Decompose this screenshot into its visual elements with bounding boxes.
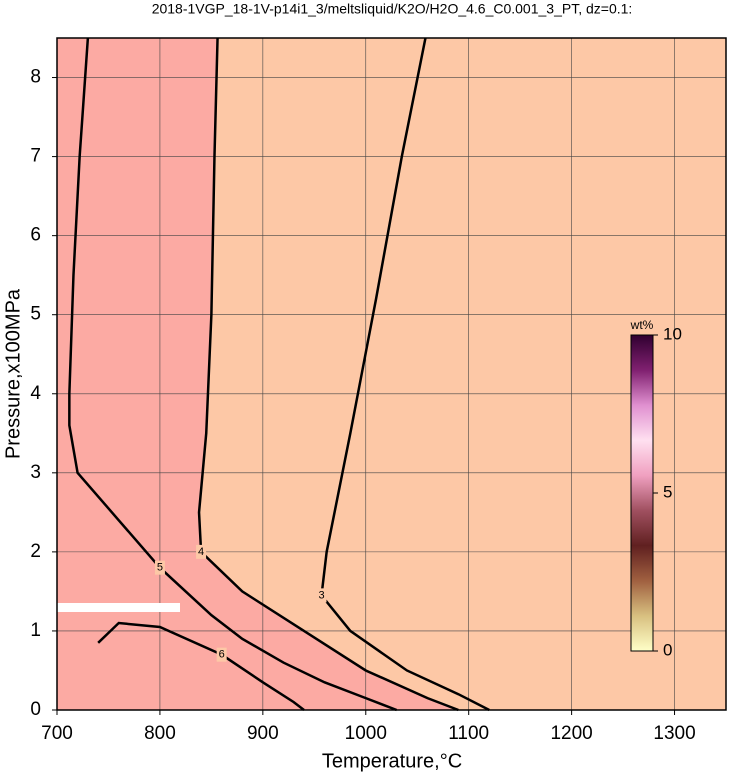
contour-label: 6 (219, 649, 225, 661)
y-axis-label: Pressure,x100MPa (2, 288, 24, 459)
chart-title: 2018-1VGP_18-1V-p14i1_3/meltsliquid/K2O/… (152, 1, 633, 17)
x-axis-label: Temperature,°C (322, 750, 462, 772)
colorbar (630, 334, 654, 652)
y-tick-label: 2 (30, 541, 41, 562)
y-tick-label: 0 (30, 699, 41, 720)
contour-label: 4 (198, 546, 204, 558)
y-tick-label: 8 (30, 67, 41, 88)
y-tick-label: 3 (30, 462, 41, 483)
y-tick-label: 1 (30, 620, 41, 641)
contour-label: 5 (157, 562, 163, 574)
contour-label-bg (216, 647, 227, 662)
contour-line (320, 37, 490, 712)
contour-label-bg (196, 544, 207, 559)
y-tick-label: 5 (30, 304, 41, 325)
data-gap (57, 603, 180, 612)
colorbar-tick-label: 0 (663, 640, 672, 659)
colorbar-tick-label: 10 (663, 324, 682, 343)
x-tick-label: 1000 (345, 723, 387, 744)
plot-frame (56, 37, 727, 711)
x-tick-label: 1300 (653, 723, 695, 744)
y-tick-label: 7 (30, 146, 41, 167)
contour-label-bg (154, 560, 165, 575)
contour-label: 3 (318, 589, 324, 601)
contour-line (68, 37, 398, 712)
y-tick-label: 4 (30, 383, 41, 404)
x-tick-label: 700 (41, 723, 73, 744)
x-tick-label: 900 (247, 723, 279, 744)
x-tick-label: 1100 (448, 723, 489, 744)
colorbar-label: wt% (630, 318, 654, 332)
contour-label-bg (316, 588, 327, 603)
colorbar-tick-label: 5 (663, 482, 672, 501)
x-tick-label: 1200 (550, 723, 592, 744)
region-fill (57, 38, 459, 710)
x-tick-label: 800 (144, 723, 176, 744)
y-tick-label: 6 (30, 225, 41, 246)
